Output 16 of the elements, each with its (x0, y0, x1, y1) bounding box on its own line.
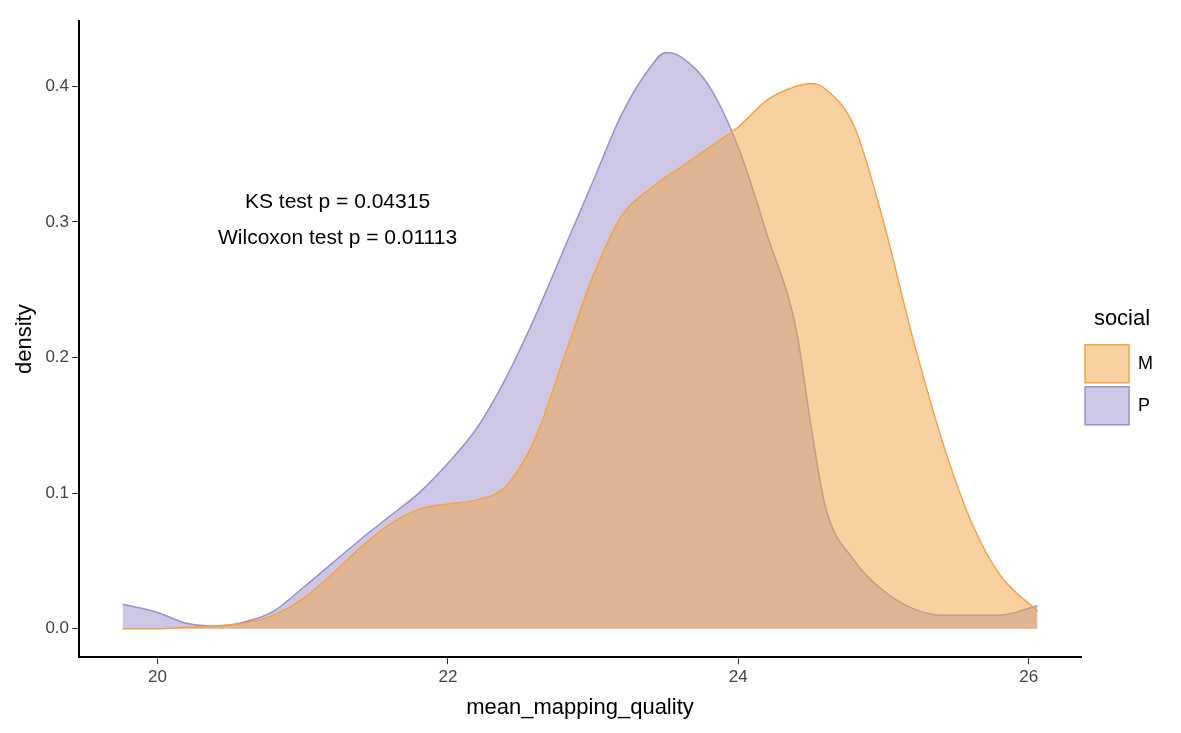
y-axis-title: density (11, 304, 37, 375)
x-axis-title: mean_mapping_quality (466, 693, 694, 719)
x-tick-label: 22 (438, 667, 458, 687)
y-tick-label: 0.2 (45, 347, 70, 367)
y-tick-label: 0.1 (45, 482, 70, 502)
legend-label: M (1138, 352, 1154, 373)
legend-title: social (1093, 305, 1151, 331)
y-tick-label: 0.4 (45, 75, 70, 95)
annotation: KS test p = 0.04315 (245, 189, 431, 213)
x-tick-label: 20 (147, 667, 167, 687)
annotation: Wilcoxon test p = 0.01113 (217, 225, 458, 249)
x-tick-label: 24 (728, 667, 748, 687)
legend-label: P (1138, 394, 1151, 415)
y-tick-label: 0.0 (45, 618, 70, 638)
x-tick-label: 26 (1019, 667, 1039, 687)
y-tick-label: 0.3 (45, 211, 70, 231)
